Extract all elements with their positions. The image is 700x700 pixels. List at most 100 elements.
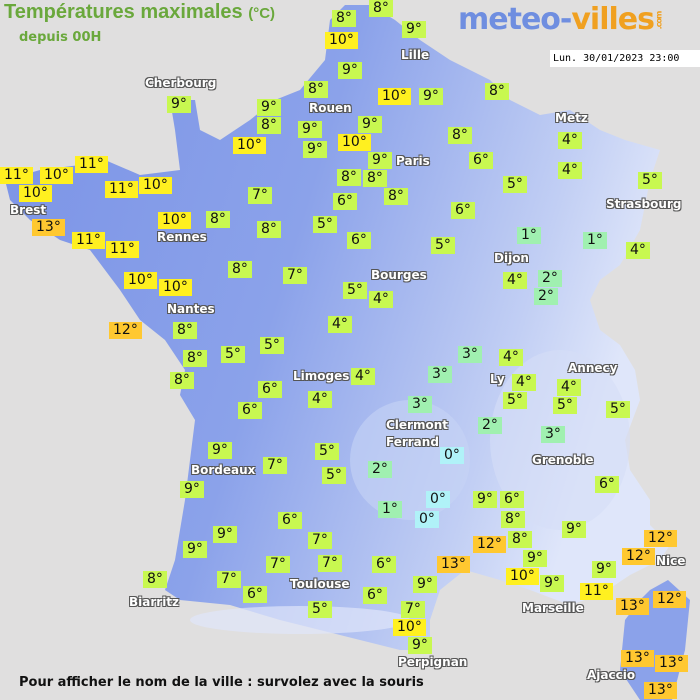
temperature-label[interactable]: 1° — [583, 232, 607, 249]
temperature-label[interactable]: 6° — [347, 232, 371, 249]
temperature-label[interactable]: 11° — [72, 232, 105, 249]
temperature-label[interactable]: 5° — [322, 467, 346, 484]
temperature-label[interactable]: 13° — [437, 556, 470, 573]
temperature-label[interactable]: 9° — [338, 62, 362, 79]
temperature-label[interactable]: 6° — [238, 402, 262, 419]
temperature-label[interactable]: 9° — [413, 576, 437, 593]
temperature-label[interactable]: 8° — [384, 188, 408, 205]
temperature-label[interactable]: 7° — [266, 556, 290, 573]
temperature-label[interactable]: 9° — [473, 491, 497, 508]
temperature-label[interactable]: 8° — [337, 169, 361, 186]
temperature-label[interactable]: 7° — [308, 532, 332, 549]
temperature-label[interactable]: 5° — [313, 216, 337, 233]
temperature-label[interactable]: 7° — [217, 571, 241, 588]
temperature-label[interactable]: 9° — [540, 575, 564, 592]
temperature-label[interactable]: 4° — [626, 242, 650, 259]
temperature-label[interactable]: 13° — [616, 598, 649, 615]
temperature-label[interactable]: 13° — [655, 655, 688, 672]
temperature-label[interactable]: 12° — [473, 536, 506, 553]
temperature-label[interactable]: 10° — [19, 185, 52, 202]
temperature-label[interactable]: 12° — [653, 591, 686, 608]
temperature-label[interactable]: 5° — [221, 346, 245, 363]
temperature-label[interactable]: 8° — [257, 221, 281, 238]
temperature-label[interactable]: 5° — [343, 282, 367, 299]
temperature-label[interactable]: 9° — [419, 88, 443, 105]
temperature-label[interactable]: 2° — [534, 288, 558, 305]
temperature-label[interactable]: 8° — [228, 261, 252, 278]
temperature-label[interactable]: 6° — [278, 512, 302, 529]
temperature-label[interactable]: 9° — [408, 637, 432, 654]
temperature-label[interactable]: 8° — [183, 350, 207, 367]
temperature-label[interactable]: 5° — [315, 443, 339, 460]
temperature-label[interactable]: 7° — [401, 601, 425, 618]
temperature-label[interactable]: 6° — [469, 152, 493, 169]
temperature-label[interactable]: 9° — [257, 99, 281, 116]
temperature-label[interactable]: 4° — [369, 291, 393, 308]
temperature-label[interactable]: 10° — [233, 137, 266, 154]
temperature-label[interactable]: 8° — [369, 0, 393, 17]
temperature-label[interactable]: 13° — [621, 650, 654, 667]
temperature-label[interactable]: 8° — [206, 211, 230, 228]
temperature-label[interactable]: 4° — [499, 349, 523, 366]
temperature-label[interactable]: 11° — [580, 583, 613, 600]
temperature-label[interactable]: 3° — [408, 396, 432, 413]
temperature-label[interactable]: 2° — [538, 270, 562, 287]
temperature-label[interactable]: 5° — [308, 601, 332, 618]
temperature-label[interactable]: 8° — [170, 372, 194, 389]
temperature-label[interactable]: 13° — [644, 682, 677, 699]
temperature-label[interactable]: 6° — [258, 381, 282, 398]
temperature-label[interactable]: 6° — [243, 586, 267, 603]
temperature-label[interactable]: 9° — [368, 152, 392, 169]
temperature-label[interactable]: 7° — [263, 457, 287, 474]
temperature-label[interactable]: 9° — [298, 121, 322, 138]
temperature-label[interactable]: 8° — [448, 127, 472, 144]
temperature-label[interactable]: 4° — [558, 162, 582, 179]
temperature-label[interactable]: 5° — [553, 397, 577, 414]
temperature-label[interactable]: 8° — [173, 322, 197, 339]
temperature-label[interactable]: 9° — [523, 550, 547, 567]
temperature-label[interactable]: 5° — [638, 172, 662, 189]
temperature-label[interactable]: 9° — [303, 141, 327, 158]
temperature-label[interactable]: 8° — [501, 511, 525, 528]
temperature-label[interactable]: 3° — [458, 346, 482, 363]
temperature-label[interactable]: 7° — [248, 187, 272, 204]
temperature-label[interactable]: 6° — [500, 491, 524, 508]
temperature-label[interactable]: 9° — [402, 21, 426, 38]
temperature-label[interactable]: 0° — [426, 491, 450, 508]
temperature-label[interactable]: 4° — [503, 272, 527, 289]
meteo-villes-logo[interactable]: meteo-villes.com — [458, 2, 672, 37]
temperature-label[interactable]: 11° — [75, 156, 108, 173]
temperature-label[interactable]: 10° — [139, 177, 172, 194]
temperature-label[interactable]: 6° — [333, 193, 357, 210]
temperature-label[interactable]: 8° — [143, 571, 167, 588]
temperature-label[interactable]: 3° — [541, 426, 565, 443]
temperature-label[interactable]: 1° — [378, 501, 402, 518]
temperature-label[interactable]: 8° — [363, 170, 387, 187]
temperature-label[interactable]: 3° — [428, 366, 452, 383]
temperature-label[interactable]: 12° — [644, 530, 677, 547]
temperature-label[interactable]: 10° — [378, 88, 411, 105]
temperature-label[interactable]: 5° — [503, 392, 527, 409]
temperature-label[interactable]: 11° — [105, 181, 138, 198]
temperature-label[interactable]: 11° — [106, 241, 139, 258]
temperature-label[interactable]: 4° — [328, 316, 352, 333]
temperature-label[interactable]: 5° — [606, 401, 630, 418]
temperature-label[interactable]: 6° — [451, 202, 475, 219]
temperature-label[interactable]: 10° — [40, 167, 73, 184]
temperature-label[interactable]: 5° — [260, 337, 284, 354]
temperature-label[interactable]: 9° — [180, 481, 204, 498]
temperature-label[interactable]: 2° — [478, 417, 502, 434]
temperature-label[interactable]: 10° — [158, 212, 191, 229]
temperature-label[interactable]: 11° — [0, 167, 33, 184]
temperature-label[interactable]: 8° — [508, 531, 532, 548]
temperature-label[interactable]: 5° — [431, 237, 455, 254]
temperature-label[interactable]: 6° — [363, 587, 387, 604]
temperature-label[interactable]: 4° — [558, 132, 582, 149]
temperature-label[interactable]: 4° — [557, 379, 581, 396]
temperature-label[interactable]: 4° — [512, 374, 536, 391]
temperature-label[interactable]: 10° — [338, 134, 371, 151]
temperature-label[interactable]: 5° — [503, 176, 527, 193]
temperature-label[interactable]: 8° — [485, 83, 509, 100]
temperature-label[interactable]: 8° — [304, 81, 328, 98]
temperature-label[interactable]: 6° — [595, 476, 619, 493]
